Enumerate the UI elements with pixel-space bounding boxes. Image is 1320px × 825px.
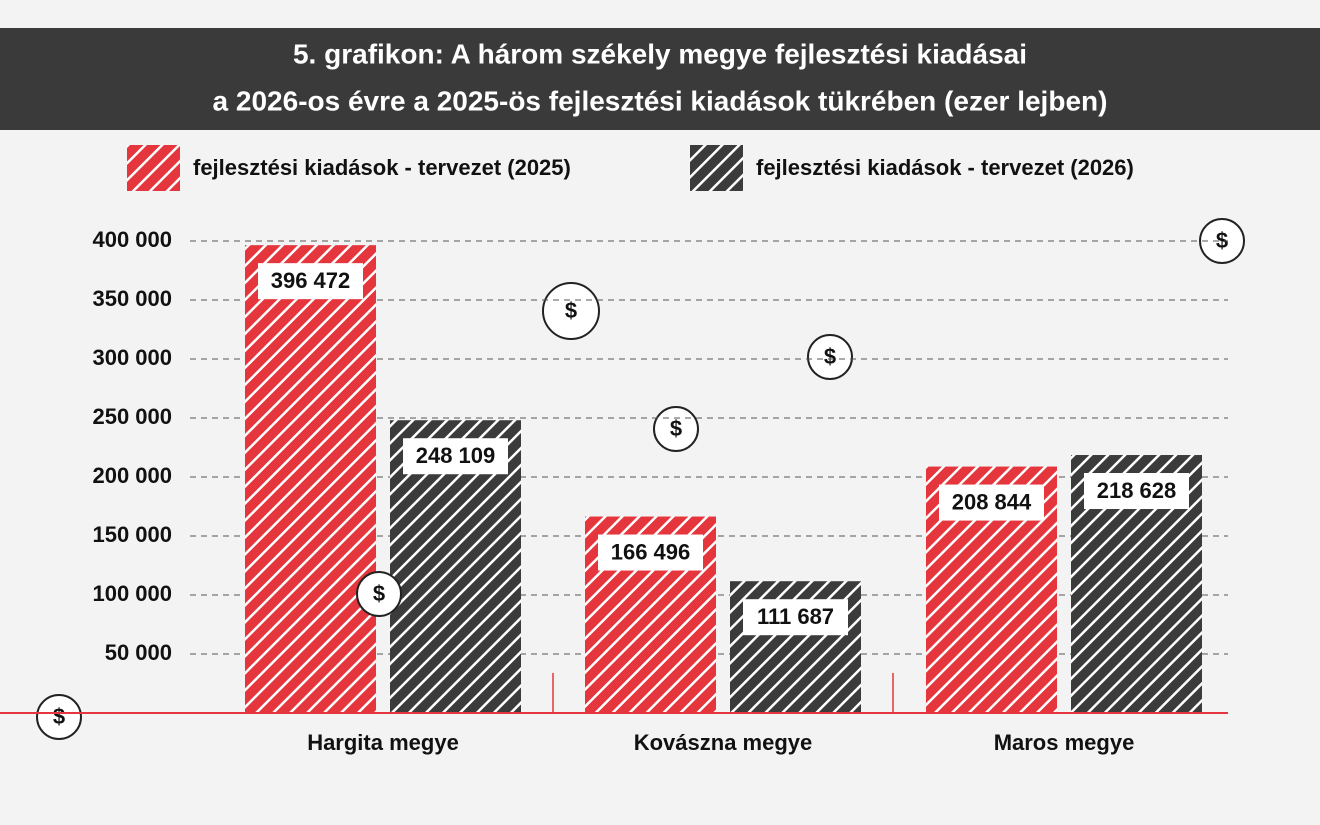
value-label: 396 472 — [271, 268, 351, 293]
bar — [245, 245, 376, 714]
y-tick-label: 50 000 — [105, 640, 172, 665]
y-tick-label: 250 000 — [92, 404, 172, 429]
value-label-box — [598, 534, 703, 571]
value-label-box — [1084, 473, 1189, 510]
value-label: 111 687 — [757, 604, 834, 629]
legend-marker — [127, 145, 180, 191]
y-tick-label: 350 000 — [92, 286, 172, 311]
decorations: $ $ $ $ $ — [36, 218, 1245, 740]
value-label-box — [939, 484, 1044, 521]
svg-text:$: $ — [670, 416, 682, 441]
svg-text:$: $ — [565, 298, 577, 323]
legend-label: fejlesztési kiadások - tervezet (2025) — [193, 155, 571, 180]
svg-text:$: $ — [824, 344, 836, 369]
chart-title: a 2026-os évre a 2025-ös fejlesztési kia… — [213, 85, 1108, 116]
y-tick-label: 200 000 — [92, 463, 172, 488]
chart-title: 5. grafikon: A három székely megye fejle… — [293, 38, 1027, 69]
decoration: $ — [373, 581, 385, 606]
y-tick-label: 150 000 — [92, 522, 172, 547]
value-label: 248 109 — [416, 443, 496, 468]
x-tick-label: Hargita megye — [307, 730, 459, 755]
x-tick-label: Maros megye — [994, 730, 1135, 755]
value-label-box — [258, 263, 363, 300]
svg-text:$: $ — [53, 704, 65, 729]
title-bar — [0, 28, 1320, 130]
value-label: 218 628 — [1097, 478, 1177, 503]
y-tick-label: 100 000 — [92, 581, 172, 606]
x-tick-label: Kovászna megye — [634, 730, 813, 755]
legend-label: fejlesztési kiadások - tervezet (2026) — [756, 155, 1134, 180]
value-label-box — [743, 599, 848, 636]
decoration — [356, 571, 402, 617]
legend-marker — [690, 145, 743, 191]
y-tick-label: 300 000 — [92, 345, 172, 370]
value-label: 208 844 — [952, 489, 1032, 514]
svg-text:$: $ — [1216, 228, 1228, 253]
value-label: 166 496 — [611, 539, 691, 564]
y-tick-label: 400 000 — [92, 227, 172, 252]
value-label-box — [403, 438, 508, 475]
